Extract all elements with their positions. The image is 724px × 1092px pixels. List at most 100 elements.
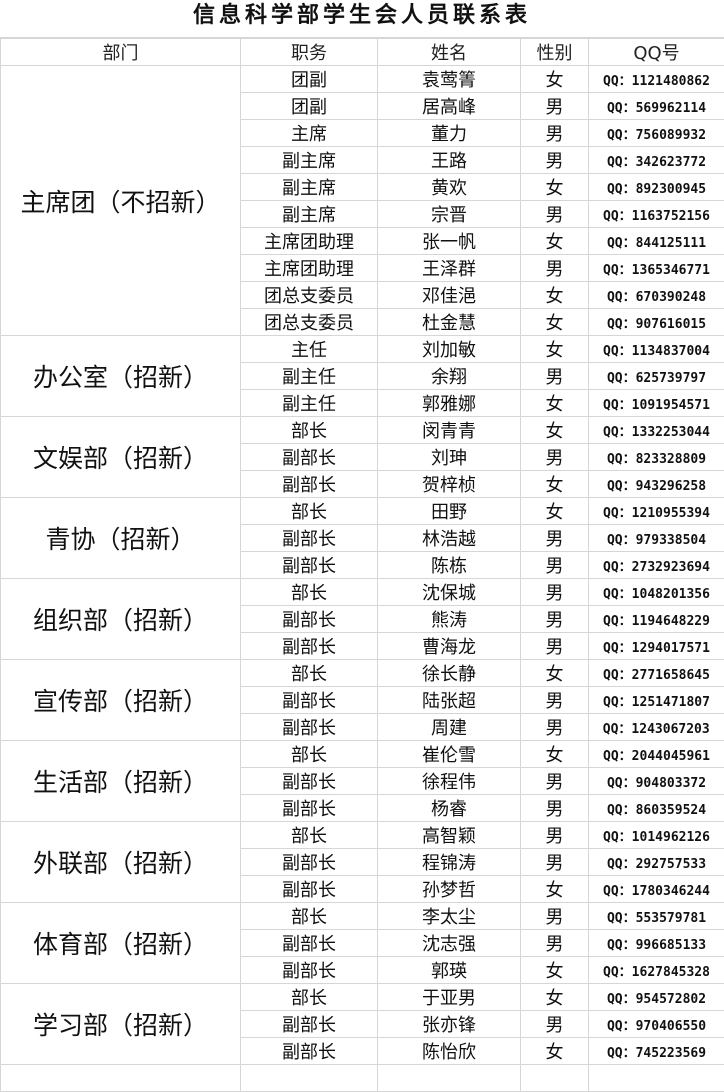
gender-cell[interactable]: 男 (521, 363, 589, 390)
position-cell[interactable]: 副部长 (241, 714, 378, 741)
name-cell[interactable]: 高智颖 (378, 822, 521, 849)
gender-cell[interactable]: 男 (521, 525, 589, 552)
gender-cell[interactable]: 男 (521, 201, 589, 228)
gender-cell[interactable]: 男 (521, 120, 589, 147)
gender-cell[interactable]: 女 (521, 876, 589, 903)
qq-cell[interactable]: QQ：892300945 (589, 174, 724, 201)
position-cell[interactable]: 部长 (241, 579, 378, 606)
department-cell[interactable]: 学习部（招新） (1, 984, 241, 1065)
position-cell[interactable]: 副部长 (241, 444, 378, 471)
qq-cell[interactable]: QQ：625739797 (589, 363, 724, 390)
gender-cell[interactable]: 男 (521, 822, 589, 849)
department-cell[interactable]: 主席团（不招新） (1, 66, 241, 336)
name-cell[interactable]: 林浩越 (378, 525, 521, 552)
qq-cell[interactable]: QQ：1163752156 (589, 201, 724, 228)
gender-cell[interactable]: 女 (521, 309, 589, 336)
qq-cell[interactable]: QQ：1627845328 (589, 957, 724, 984)
gender-cell[interactable]: 男 (521, 93, 589, 120)
qq-cell[interactable]: QQ：292757533 (589, 849, 724, 876)
gender-cell[interactable]: 女 (521, 390, 589, 417)
qq-cell[interactable]: QQ：1091954571 (589, 390, 724, 417)
position-cell[interactable]: 副主任 (241, 363, 378, 390)
name-cell[interactable]: 张一帆 (378, 228, 521, 255)
name-cell[interactable]: 陈怡欣 (378, 1038, 521, 1065)
name-cell[interactable]: 贺梓桢 (378, 471, 521, 498)
qq-cell[interactable]: QQ：1332253044 (589, 417, 724, 444)
name-cell[interactable]: 王路 (378, 147, 521, 174)
name-cell[interactable]: 袁莺箐 (378, 66, 521, 93)
position-cell[interactable]: 副部长 (241, 849, 378, 876)
name-cell[interactable]: 宗晋 (378, 201, 521, 228)
department-cell[interactable]: 组织部（招新） (1, 579, 241, 660)
name-cell[interactable]: 沈志强 (378, 930, 521, 957)
name-cell[interactable]: 刘加敏 (378, 336, 521, 363)
name-cell[interactable]: 沈保城 (378, 579, 521, 606)
gender-cell[interactable]: 女 (521, 66, 589, 93)
name-cell[interactable]: 董力 (378, 120, 521, 147)
position-cell[interactable]: 主席 (241, 120, 378, 147)
gender-cell[interactable]: 男 (521, 147, 589, 174)
qq-cell[interactable]: QQ：553579781 (589, 903, 724, 930)
position-cell[interactable]: 主席团助理 (241, 255, 378, 282)
gender-cell[interactable]: 男 (521, 849, 589, 876)
header-position[interactable]: 职务 (241, 39, 378, 66)
qq-cell[interactable]: QQ：745223569 (589, 1038, 724, 1065)
department-cell[interactable]: 办公室（招新） (1, 336, 241, 417)
qq-cell[interactable]: QQ：907616015 (589, 309, 724, 336)
qq-cell[interactable]: QQ：979338504 (589, 525, 724, 552)
position-cell[interactable]: 部长 (241, 822, 378, 849)
empty-cell[interactable] (521, 1065, 589, 1092)
position-cell[interactable]: 副主席 (241, 147, 378, 174)
name-cell[interactable]: 邓佳浥 (378, 282, 521, 309)
name-cell[interactable]: 程锦涛 (378, 849, 521, 876)
qq-cell[interactable]: QQ：756089932 (589, 120, 724, 147)
position-cell[interactable]: 团副 (241, 66, 378, 93)
gender-cell[interactable]: 女 (521, 282, 589, 309)
qq-cell[interactable]: QQ：2732923694 (589, 552, 724, 579)
name-cell[interactable]: 陆张超 (378, 687, 521, 714)
name-cell[interactable]: 黄欢 (378, 174, 521, 201)
gender-cell[interactable]: 男 (521, 1011, 589, 1038)
name-cell[interactable]: 闵青青 (378, 417, 521, 444)
qq-cell[interactable]: QQ：1134837004 (589, 336, 724, 363)
position-cell[interactable]: 主席团助理 (241, 228, 378, 255)
name-cell[interactable]: 李太尘 (378, 903, 521, 930)
name-cell[interactable]: 杜金慧 (378, 309, 521, 336)
name-cell[interactable]: 张亦锋 (378, 1011, 521, 1038)
qq-cell[interactable]: QQ：1048201356 (589, 579, 724, 606)
position-cell[interactable]: 副部长 (241, 633, 378, 660)
position-cell[interactable]: 团总支委员 (241, 282, 378, 309)
qq-cell[interactable]: QQ：844125111 (589, 228, 724, 255)
position-cell[interactable]: 副部长 (241, 552, 378, 579)
name-cell[interactable]: 孙梦哲 (378, 876, 521, 903)
qq-cell[interactable]: QQ：943296258 (589, 471, 724, 498)
name-cell[interactable]: 郭雅娜 (378, 390, 521, 417)
name-cell[interactable]: 于亚男 (378, 984, 521, 1011)
position-cell[interactable]: 部长 (241, 903, 378, 930)
gender-cell[interactable]: 男 (521, 714, 589, 741)
position-cell[interactable]: 副主席 (241, 201, 378, 228)
empty-cell[interactable] (241, 1065, 378, 1092)
qq-cell[interactable]: QQ：2044045961 (589, 741, 724, 768)
qq-cell[interactable]: QQ：996685133 (589, 930, 724, 957)
gender-cell[interactable]: 男 (521, 255, 589, 282)
gender-cell[interactable]: 男 (521, 444, 589, 471)
gender-cell[interactable]: 女 (521, 336, 589, 363)
position-cell[interactable]: 副部长 (241, 606, 378, 633)
position-cell[interactable]: 副部长 (241, 687, 378, 714)
qq-cell[interactable]: QQ：1294017571 (589, 633, 724, 660)
name-cell[interactable]: 熊涛 (378, 606, 521, 633)
gender-cell[interactable]: 男 (521, 768, 589, 795)
gender-cell[interactable]: 女 (521, 984, 589, 1011)
empty-cell[interactable] (378, 1065, 521, 1092)
position-cell[interactable]: 副部长 (241, 471, 378, 498)
position-cell[interactable]: 副主席 (241, 174, 378, 201)
position-cell[interactable]: 副部长 (241, 1038, 378, 1065)
qq-cell[interactable]: QQ：970406550 (589, 1011, 724, 1038)
qq-cell[interactable]: QQ：1194648229 (589, 606, 724, 633)
qq-cell[interactable]: QQ：1780346244 (589, 876, 724, 903)
position-cell[interactable]: 部长 (241, 417, 378, 444)
qq-cell[interactable]: QQ：569962114 (589, 93, 724, 120)
name-cell[interactable]: 曹海龙 (378, 633, 521, 660)
position-cell[interactable]: 部长 (241, 984, 378, 1011)
